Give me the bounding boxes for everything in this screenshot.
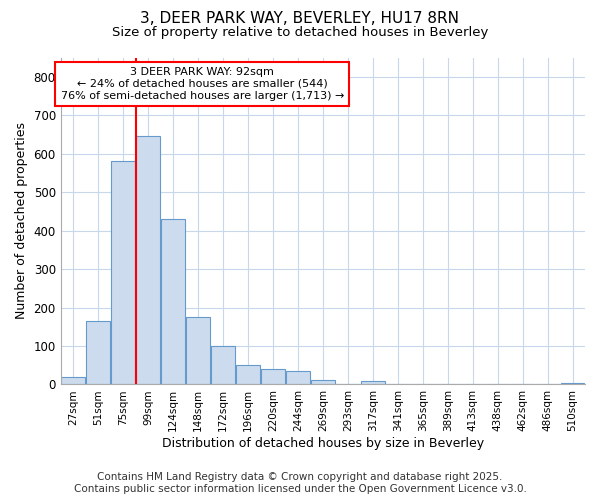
Bar xyxy=(111,162,135,384)
Bar xyxy=(186,317,210,384)
Bar xyxy=(560,382,584,384)
Bar xyxy=(161,219,185,384)
Text: Contains HM Land Registry data © Crown copyright and database right 2025.
Contai: Contains HM Land Registry data © Crown c… xyxy=(74,472,526,494)
Text: 3 DEER PARK WAY: 92sqm
← 24% of detached houses are smaller (544)
76% of semi-de: 3 DEER PARK WAY: 92sqm ← 24% of detached… xyxy=(61,68,344,100)
Bar xyxy=(286,371,310,384)
Bar xyxy=(86,321,110,384)
Y-axis label: Number of detached properties: Number of detached properties xyxy=(15,122,28,320)
Text: Size of property relative to detached houses in Beverley: Size of property relative to detached ho… xyxy=(112,26,488,39)
Bar xyxy=(61,377,85,384)
Text: 3, DEER PARK WAY, BEVERLEY, HU17 8RN: 3, DEER PARK WAY, BEVERLEY, HU17 8RN xyxy=(140,11,460,26)
Bar xyxy=(361,380,385,384)
Bar xyxy=(261,369,285,384)
Bar xyxy=(211,346,235,385)
Bar xyxy=(311,380,335,384)
Bar xyxy=(236,365,260,384)
Bar xyxy=(136,136,160,384)
X-axis label: Distribution of detached houses by size in Beverley: Distribution of detached houses by size … xyxy=(162,437,484,450)
